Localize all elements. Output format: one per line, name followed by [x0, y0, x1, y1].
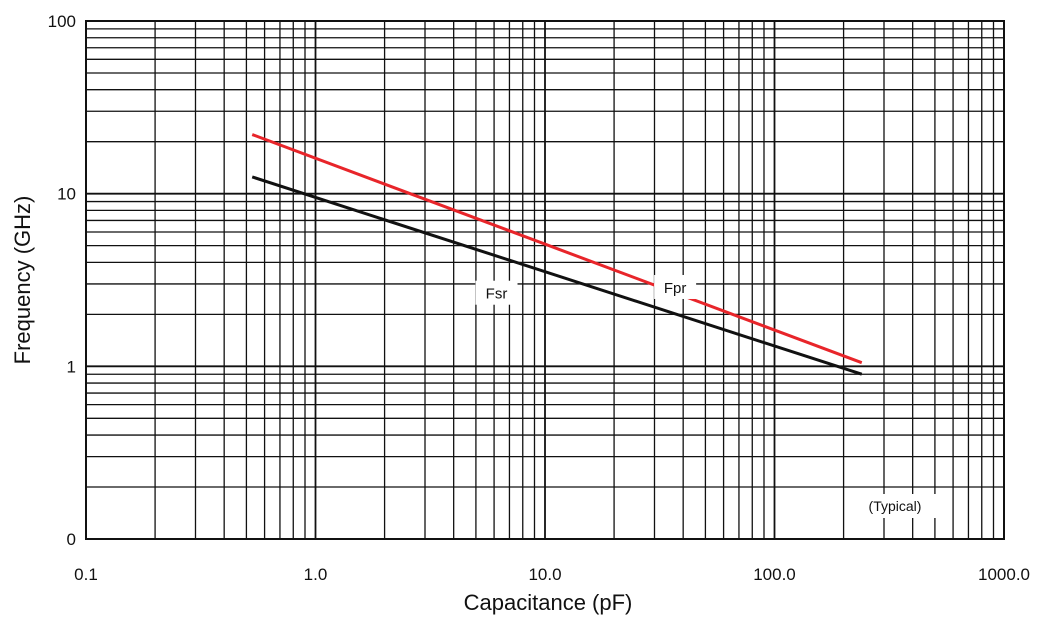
grid — [85, 21, 1004, 540]
x-tick-label: 100.0 — [753, 565, 796, 584]
y-axis-title: Frequency (GHz) — [10, 196, 35, 365]
series-lines — [251, 133, 863, 376]
series-label-box — [475, 280, 518, 305]
y-tick-label: 100 — [48, 12, 76, 31]
series-label-text: Fsr — [486, 286, 508, 303]
x-tick-label: 1.0 — [304, 565, 328, 584]
series-line-fpr — [251, 133, 863, 365]
series-label-text: Fpr — [664, 280, 687, 297]
series-label-fpr: Fpr — [654, 274, 697, 299]
x-tick-label: 0.1 — [74, 565, 98, 584]
series-line-fsr — [251, 175, 863, 376]
y-tick-label: 1 — [67, 357, 76, 376]
y-tick-label: 10 — [57, 185, 76, 204]
plot-frame — [85, 20, 1005, 540]
series-label-fsr: Fsr — [475, 280, 518, 305]
series-labels: Fpr Fsr — [475, 274, 697, 305]
y-tick-labels: 0 1 10 100 — [48, 12, 76, 549]
x-tick-labels: 0.1 1.0 10.0 100.0 1000.0 — [74, 565, 1030, 584]
annotation-typical: (Typical) — [853, 494, 937, 518]
x-tick-label: 1000.0 — [978, 565, 1030, 584]
y-tick-label: 0 — [67, 530, 76, 549]
x-tick-label: 10.0 — [528, 565, 561, 584]
x-axis-title: Capacitance (pF) — [464, 590, 633, 615]
annotation-typical-text: (Typical) — [869, 498, 922, 514]
series-label-box — [654, 274, 697, 299]
